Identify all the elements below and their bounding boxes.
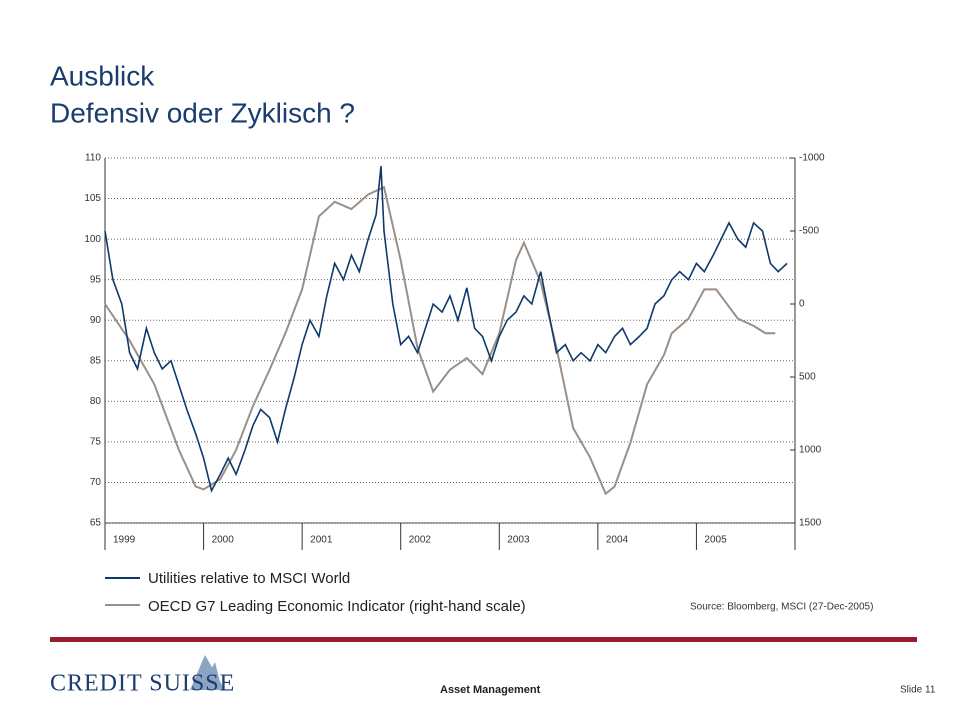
- x-tick-label: 2005: [704, 535, 727, 546]
- series-line: [104, 166, 788, 493]
- footer: Asset Management: [440, 684, 541, 696]
- legend-label: Utilities relative to MSCI World: [148, 570, 350, 587]
- y-tick-label: 70: [90, 477, 102, 488]
- x-tick-label: 2000: [212, 535, 235, 546]
- x-tick-label: 2002: [409, 535, 432, 546]
- slide-number: Slide 11: [900, 685, 936, 696]
- y-tick-label: 65: [90, 518, 102, 529]
- y2-tick-label: 0: [799, 299, 805, 310]
- y-tick-label: 100: [84, 234, 101, 245]
- y-tick-label: 110: [85, 153, 101, 164]
- x-tick-label: 2004: [606, 535, 629, 546]
- plot: [104, 158, 796, 550]
- y2-tick-label: 1000: [799, 445, 822, 456]
- logo-sails: [190, 655, 225, 690]
- y2-tick-label: -500: [799, 226, 819, 237]
- y-tick-label: 95: [90, 274, 102, 285]
- title: Ausblick: [50, 60, 155, 91]
- logo: CREDIT SUISSE: [50, 671, 235, 697]
- y-tick-label: 85: [90, 355, 102, 366]
- y-tick-label: 90: [90, 315, 102, 326]
- subtitle: Defensiv oder Zyklisch ?: [50, 97, 355, 128]
- y2-tick-label: 1500: [799, 518, 822, 529]
- x-tick-label: 1999: [113, 535, 136, 546]
- legend-label: OECD G7 Leading Economic Indicator (righ…: [148, 598, 526, 615]
- series-line: [104, 185, 776, 496]
- y-tick-label: 75: [90, 437, 102, 448]
- source: Source: Bloomberg, MSCI (27-Dec-2005): [690, 602, 873, 613]
- y-tick-label: 105: [84, 193, 101, 204]
- y2-tick-label: -1000: [799, 153, 825, 164]
- divider: [50, 637, 917, 642]
- y2-tick-label: 500: [799, 372, 816, 383]
- y-tick-label: 80: [90, 396, 102, 407]
- x-tick-label: 2003: [507, 535, 530, 546]
- x-tick-label: 2001: [310, 535, 333, 546]
